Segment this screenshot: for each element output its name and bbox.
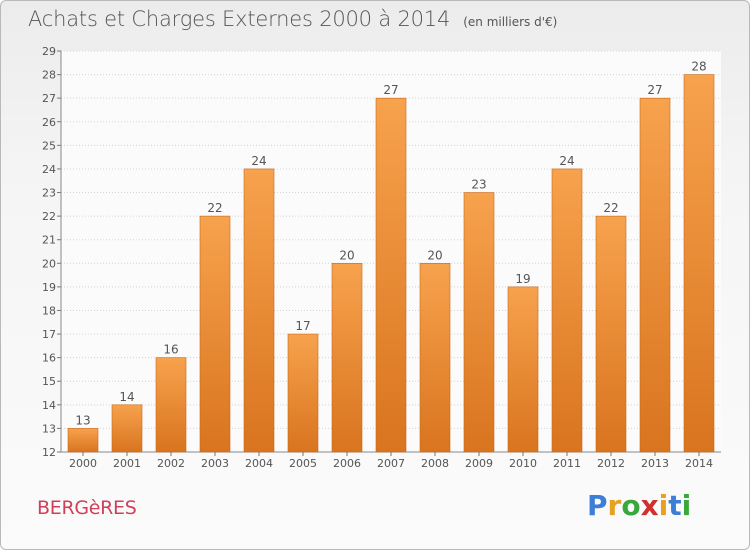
bar bbox=[199, 215, 231, 453]
y-tick-label: 29 bbox=[42, 45, 56, 58]
data-label: 28 bbox=[691, 60, 706, 74]
y-tick-label: 20 bbox=[42, 257, 56, 270]
x-tick-label: 2003 bbox=[201, 457, 229, 470]
x-tick-label: 2008 bbox=[421, 457, 449, 470]
data-label: 20 bbox=[339, 248, 354, 262]
y-tick-label: 22 bbox=[42, 210, 56, 223]
x-tick-label: 2000 bbox=[69, 457, 97, 470]
bar bbox=[419, 262, 451, 453]
data-label: 17 bbox=[295, 319, 310, 333]
bar bbox=[287, 333, 319, 453]
data-label: 22 bbox=[207, 201, 222, 215]
bar bbox=[463, 192, 495, 453]
logo-letter: x bbox=[640, 489, 659, 522]
logo-letter: r bbox=[607, 489, 622, 522]
logo-letter: t bbox=[668, 489, 682, 522]
data-label: 24 bbox=[251, 154, 266, 168]
bar bbox=[639, 97, 671, 453]
data-label: 27 bbox=[647, 83, 662, 97]
data-label: 16 bbox=[163, 343, 178, 357]
x-tick-label: 2012 bbox=[597, 457, 625, 470]
chart-title: Achats et Charges Externes 2000 à 2014 bbox=[28, 7, 451, 31]
x-tick-label: 2007 bbox=[377, 457, 405, 470]
y-tick-label: 24 bbox=[42, 163, 56, 176]
bar bbox=[683, 74, 715, 453]
x-tick-label: 2009 bbox=[465, 457, 493, 470]
y-tick-label: 21 bbox=[42, 234, 56, 247]
y-tick-label: 17 bbox=[42, 328, 56, 341]
logo-letter: P bbox=[587, 489, 608, 522]
logo-letter: i bbox=[681, 489, 692, 522]
x-tick-label: 2004 bbox=[245, 457, 273, 470]
bar bbox=[507, 286, 539, 453]
y-tick-label: 28 bbox=[42, 69, 56, 82]
y-tick-label: 26 bbox=[42, 116, 56, 129]
y-tick-label: 19 bbox=[42, 281, 56, 294]
x-tick-label: 2010 bbox=[509, 457, 537, 470]
bar bbox=[243, 168, 275, 453]
data-label: 23 bbox=[471, 178, 486, 192]
bar bbox=[155, 357, 187, 453]
y-tick-label: 25 bbox=[42, 139, 56, 152]
y-tick-label: 23 bbox=[42, 187, 56, 200]
bar bbox=[551, 168, 583, 453]
y-tick-label: 12 bbox=[42, 446, 56, 459]
y-tick-label: 14 bbox=[42, 399, 56, 412]
x-tick-label: 2002 bbox=[157, 457, 185, 470]
bar bbox=[375, 97, 407, 453]
x-tick-label: 2006 bbox=[333, 457, 361, 470]
data-label: 20 bbox=[427, 248, 442, 262]
data-label: 22 bbox=[603, 201, 618, 215]
y-tick-label: 18 bbox=[42, 304, 56, 317]
x-tick-label: 2005 bbox=[289, 457, 317, 470]
bar bbox=[331, 262, 363, 453]
x-tick-label: 2013 bbox=[641, 457, 669, 470]
commune-name: BERGèRES bbox=[37, 497, 137, 519]
data-label: 13 bbox=[75, 413, 90, 427]
data-label: 27 bbox=[383, 83, 398, 97]
y-tick-label: 13 bbox=[42, 422, 56, 435]
chart-header: Achats et Charges Externes 2000 à 2014 (… bbox=[28, 7, 557, 31]
logo-letter: i bbox=[658, 489, 669, 522]
x-tick-label: 2011 bbox=[553, 457, 581, 470]
y-tick-label: 27 bbox=[42, 92, 56, 105]
proxiti-logo: Proxiti bbox=[587, 489, 691, 522]
x-tick-label: 2014 bbox=[685, 457, 713, 470]
data-label: 14 bbox=[119, 390, 134, 404]
chart-subtitle: (en milliers d'€) bbox=[463, 15, 558, 29]
bar bbox=[111, 404, 143, 453]
y-tick-label: 16 bbox=[42, 352, 56, 365]
data-label: 24 bbox=[559, 154, 574, 168]
data-label: 19 bbox=[515, 272, 530, 286]
bar bbox=[595, 215, 627, 453]
y-tick-label: 15 bbox=[42, 375, 56, 388]
x-tick-label: 2001 bbox=[113, 457, 141, 470]
bar bbox=[67, 428, 99, 453]
logo-letter: o bbox=[621, 489, 641, 522]
